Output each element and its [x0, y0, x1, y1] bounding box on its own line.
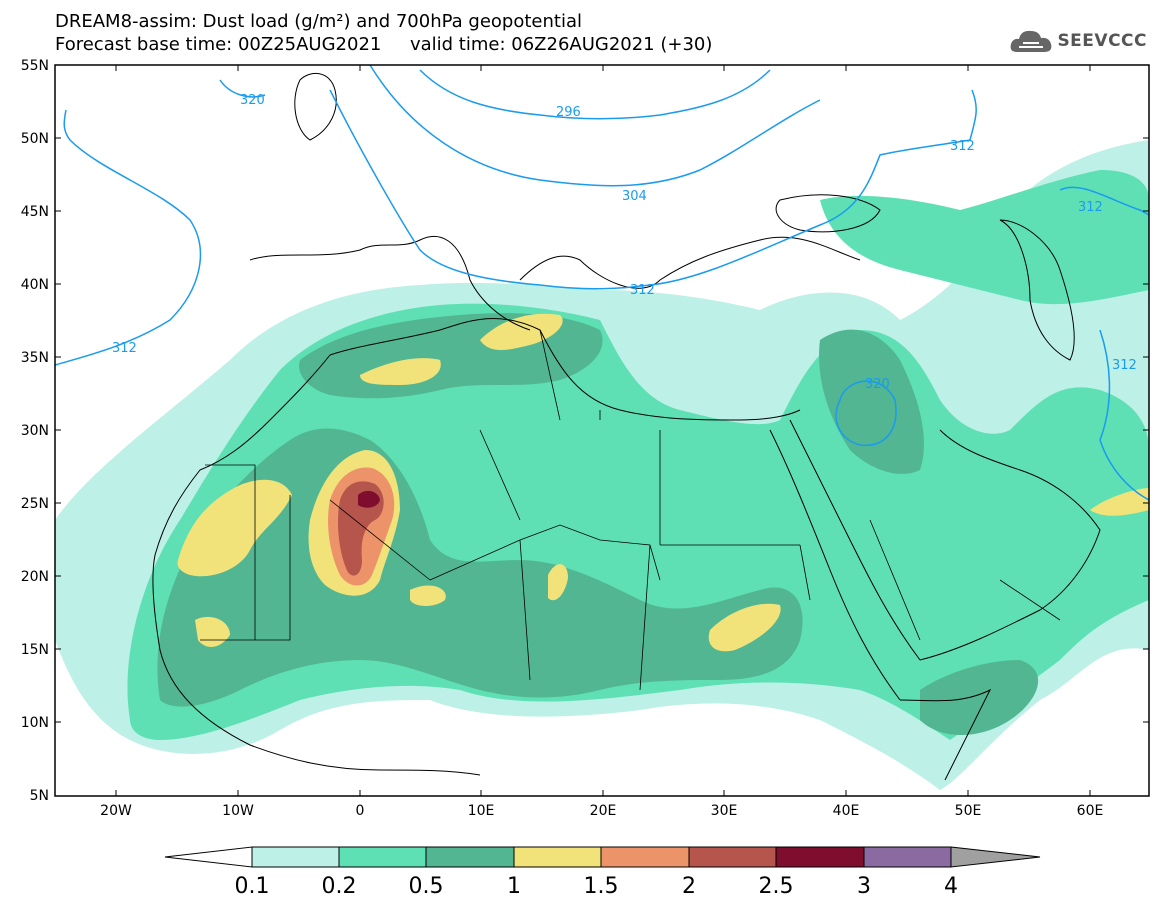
contour-304 [369, 65, 821, 187]
lon-label: 40E [833, 803, 860, 819]
lat-label: 25N [21, 496, 49, 512]
colorbar-label: 4 [944, 874, 958, 899]
contour-label: 312 [950, 139, 975, 154]
colorbar-segment [863, 846, 952, 868]
colorbar-segment [600, 846, 690, 868]
contour-312-west [55, 109, 202, 366]
contour-label: 320 [240, 93, 265, 108]
colorbar-label: 2.5 [759, 874, 794, 899]
lat-label: 5N [30, 788, 49, 804]
contour-label: 312 [1078, 200, 1103, 215]
border-lines [200, 329, 1061, 691]
contour-label: 320 [865, 377, 890, 392]
contour-320-uk [219, 79, 266, 98]
contour-312-europe [329, 89, 977, 290]
red-sea-coast [769, 419, 921, 701]
colorbar-labels: 0.1 0.2 0.5 1 1.5 2 2.5 3 4 [235, 874, 959, 899]
colorbar-label: 3 [857, 874, 871, 899]
geopotential-contours [55, 65, 1149, 501]
map-title-line2: Forecast base time: 00Z25AUG2021 valid t… [55, 35, 712, 55]
dust-level-2-5 [358, 490, 380, 508]
caspian-sea [999, 219, 1075, 361]
cloud-logo-icon [1011, 30, 1052, 52]
colorbar-label: 1 [507, 874, 521, 899]
forecast-base-time: Forecast base time: 00Z25AUG2021 [55, 34, 382, 55]
dust-level-1-west [177, 479, 292, 577]
coastlines [152, 72, 1101, 781]
africa-west-coast [152, 354, 481, 776]
lon-label: 60E [1077, 803, 1104, 819]
contour-labels: 320 296 304 312 312 312 312 320 312 [112, 93, 1137, 392]
contour-312-east [1059, 186, 1149, 501]
contour-label: 304 [622, 189, 647, 204]
colorbar-label: 0.5 [409, 874, 444, 899]
contour-320-arabia [835, 380, 897, 446]
valid-time: valid time: 06Z26AUG2021 (+30) [409, 34, 713, 55]
lon-label: 20E [590, 803, 617, 819]
dust-level-0-5-somalia [920, 660, 1039, 735]
colorbar-segment [425, 846, 515, 868]
colorbar-label: 0.2 [322, 874, 357, 899]
lat-label: 50N [21, 131, 49, 147]
horn-of-africa [899, 688, 992, 781]
latitude-labels: 55N 50N 45N 40N 35N 30N 25N 20N 15N 10N … [21, 58, 49, 804]
colorbar-segment [775, 846, 865, 868]
colorbar-high-arrow [950, 846, 1041, 868]
lon-label: 10W [222, 803, 254, 819]
colorbar-label: 2 [682, 874, 696, 899]
contour-296 [419, 69, 771, 120]
lat-label: 10N [21, 715, 49, 731]
contour-label: 312 [112, 341, 137, 356]
colorbar-segment [513, 846, 602, 868]
colorbar-label: 1.5 [584, 874, 619, 899]
logo-text: SEEVCCC [1057, 31, 1147, 51]
arabian-coast [919, 429, 1101, 661]
seevccc-logo: SEEVCCC [1009, 26, 1147, 56]
colorbar-label: 0.1 [235, 874, 270, 899]
lat-label: 20N [21, 569, 49, 585]
lat-label: 15N [21, 642, 49, 658]
black-sea [775, 194, 881, 233]
lat-label: 45N [21, 204, 49, 220]
dust-level-1-chad [548, 564, 568, 601]
map-title-line1: DREAM8-assim: Dust load (g/m²) and 700hP… [55, 11, 582, 32]
colorbar [164, 846, 1041, 868]
dust-level-1-sudan [708, 603, 781, 652]
lon-label: 10E [468, 803, 495, 819]
dust-level-0-2-east [820, 170, 1149, 305]
uk-outline [294, 72, 337, 141]
mediterranean-south-coast [329, 318, 801, 421]
lat-label: 40N [21, 277, 49, 293]
lat-label: 30N [21, 423, 49, 439]
lon-label: 20W [100, 803, 132, 819]
colorbar-low-arrow [164, 846, 253, 868]
longitude-labels: 20W 10W 0 10E 20E 30E 40E 50E 60E [100, 803, 1103, 819]
colorbar-segment [688, 846, 777, 868]
europe-coast [249, 235, 861, 331]
lon-label: 50E [955, 803, 982, 819]
colorbar-segment [251, 846, 340, 868]
contour-label: 312 [1112, 358, 1137, 373]
dust-level-1-oman [1090, 488, 1149, 516]
contour-label: 296 [556, 105, 581, 120]
dust-field [55, 140, 1149, 790]
lat-label: 35N [21, 350, 49, 366]
lon-label: 30E [711, 803, 738, 819]
dust-level-1-tunisia [480, 313, 563, 350]
lat-ticks [55, 65, 1149, 796]
colorbar-segment [338, 846, 427, 868]
dust-level-1-niger [410, 585, 446, 606]
contour-label: 312 [630, 283, 655, 298]
dust-level-1-senegal [195, 616, 230, 647]
dust-level-1-algeria [360, 358, 441, 385]
lat-label: 55N [21, 58, 49, 74]
lon-label: 0 [356, 803, 365, 819]
